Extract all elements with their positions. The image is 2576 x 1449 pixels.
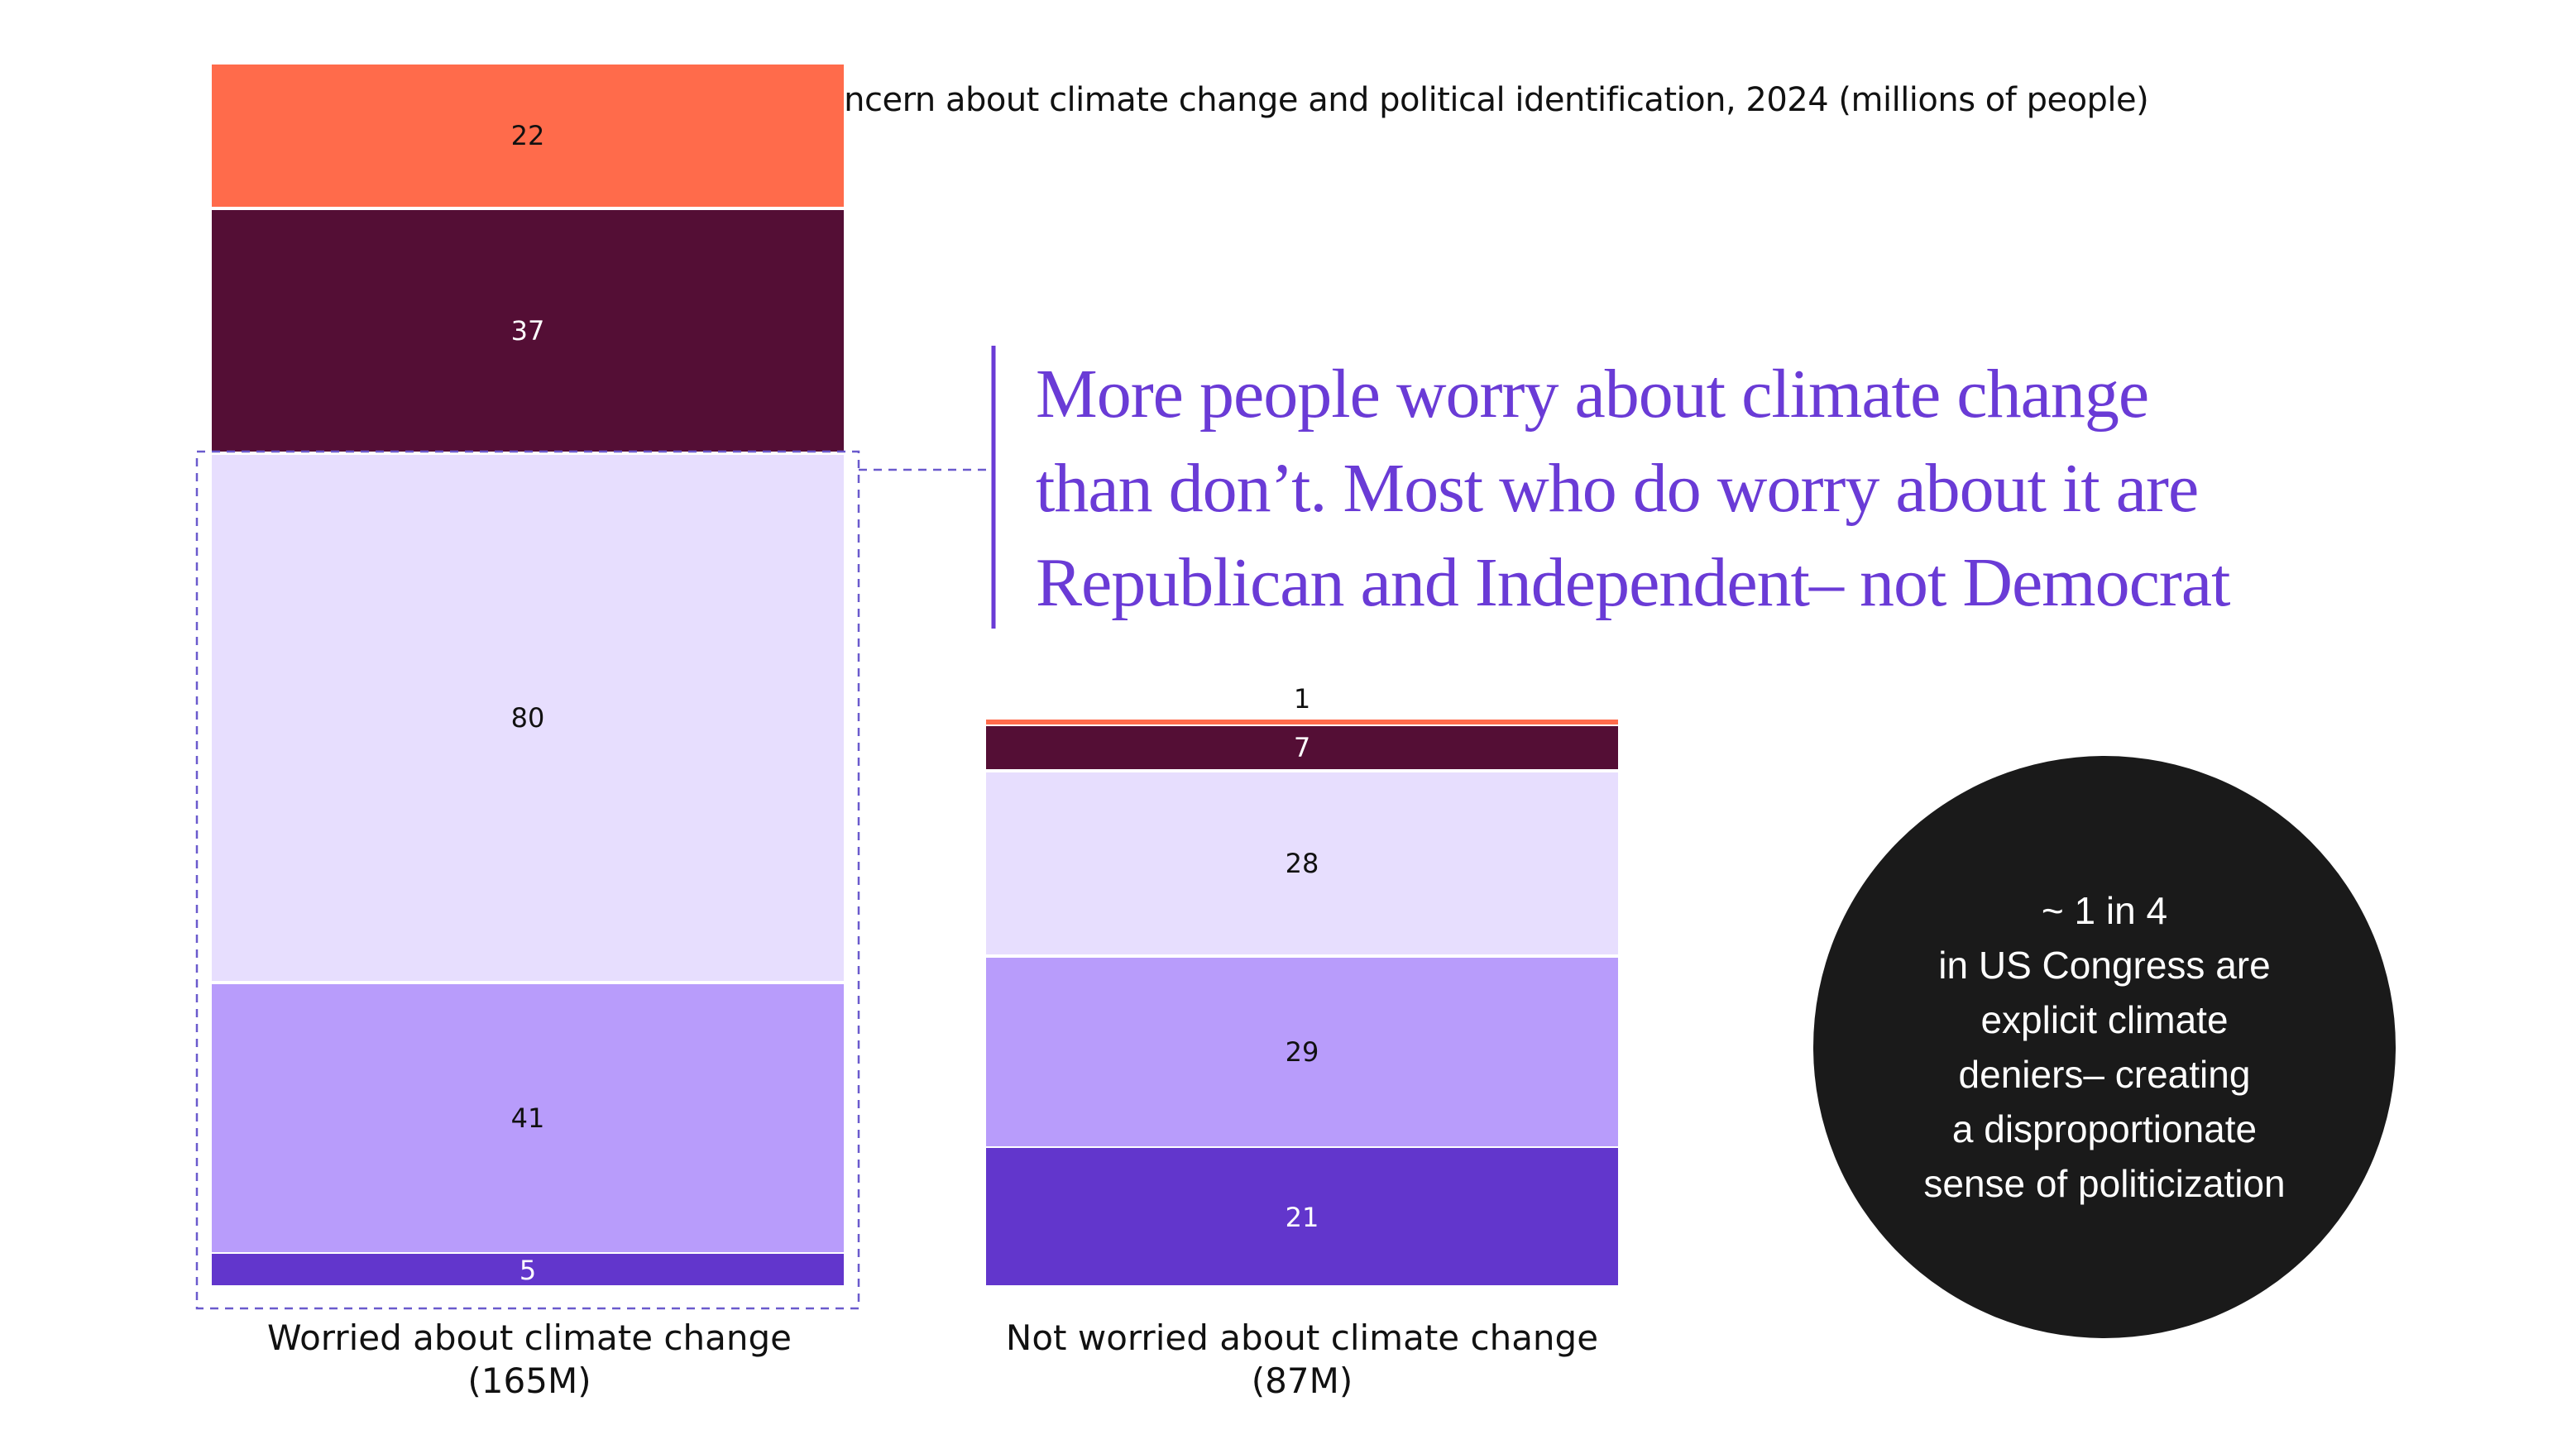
category-total: (165M) (467, 1361, 591, 1401)
bar-segment (986, 720, 1618, 724)
callout-line: sense of politicization (1923, 1162, 2286, 1205)
headline-line: Republican and Independent– not Democrat (1036, 544, 2231, 621)
bar-segment (986, 726, 1618, 769)
data-label: 22 (511, 120, 545, 151)
headline-line: More people worry about climate change (1036, 356, 2149, 433)
data-label: 37 (511, 315, 545, 347)
category-name: Worried about climate change (267, 1317, 792, 1358)
bar-segment (212, 65, 844, 207)
bar-segment (212, 455, 844, 981)
data-label: 41 (511, 1102, 545, 1134)
callout-line: ~ 1 in 4 (2041, 889, 2168, 932)
category-label-worried: Worried about climate change (165M) (157, 1317, 902, 1403)
category-label-not-worried: Not worried about climate change (87M) (930, 1317, 1674, 1403)
bar-segment (986, 958, 1618, 1146)
bar-segment (212, 984, 844, 1252)
data-label: 5 (520, 1255, 536, 1286)
category-name: Not worried about climate change (1005, 1317, 1599, 1358)
data-label: 1 (1294, 683, 1310, 715)
category-total: (87M) (1251, 1361, 1353, 1401)
data-label: 29 (1286, 1036, 1319, 1068)
bar-segment (212, 210, 844, 452)
headline-annotation: More people worry about climate change t… (1036, 347, 2558, 630)
callout-line: explicit climate (1980, 998, 2229, 1041)
data-label: 21 (1286, 1202, 1319, 1233)
bar-segment (986, 1148, 1618, 1285)
highlight-box (195, 450, 860, 1310)
headline-line: than don’t. Most who do worry about it a… (1036, 450, 2199, 527)
bar-segment (986, 772, 1618, 954)
callout-line: a disproportionate (1951, 1107, 2258, 1150)
data-label: 7 (1294, 732, 1310, 763)
data-label: 28 (1286, 848, 1319, 879)
callout-circle: ~ 1 in 4 in US Congress are explicit cli… (1813, 756, 2396, 1338)
bar-segment (212, 1254, 844, 1285)
data-label: 80 (511, 702, 545, 734)
callout-line: in US Congress are (1938, 944, 2271, 987)
callout-line: deniers– creating (1958, 1053, 2251, 1096)
